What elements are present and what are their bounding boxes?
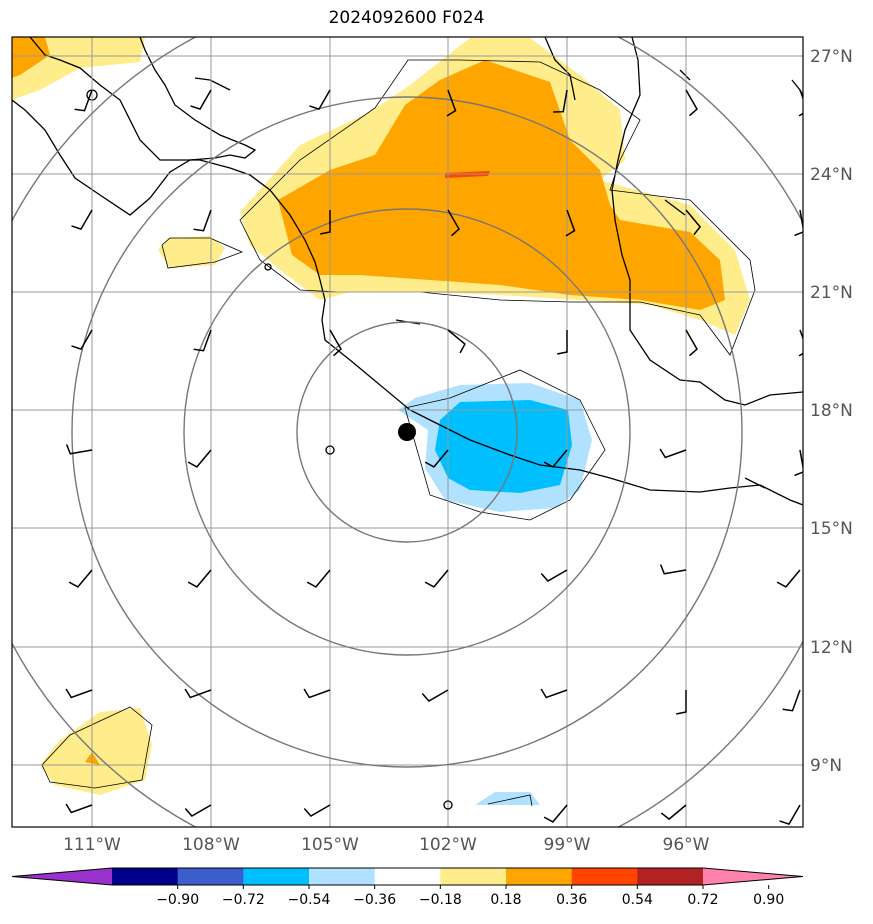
colorbar-segment (112, 868, 179, 885)
colorbar-segment (571, 868, 638, 885)
wind-barb (779, 804, 801, 826)
wind-barb (187, 449, 212, 468)
wind-barb (424, 569, 449, 588)
wind-barb (685, 329, 698, 357)
lat-label: 9°N (810, 756, 842, 776)
wind-barb (303, 688, 331, 699)
lon-label: 96°W (663, 835, 710, 855)
wind-barb (782, 689, 801, 712)
wind-barb (565, 209, 576, 237)
wind-barb (794, 209, 803, 237)
wind-barb (659, 448, 687, 459)
lat-label: 21°N (810, 283, 853, 303)
lat-label: 18°N (810, 401, 853, 421)
colorbar-tick-label: 0.18 (490, 892, 521, 908)
storm-center-marker (398, 423, 416, 441)
positive-contour-nw-orange (12, 37, 50, 78)
positive-contour-sw (40, 708, 152, 795)
lon-label: 102°W (419, 835, 477, 855)
lat-label: 27°N (810, 47, 853, 67)
lon-label: 105°W (301, 835, 359, 855)
latitude-labels: 27°N 24°N 21°N 18°N 15°N 12°N 9°N (810, 47, 853, 776)
wind-barb (65, 803, 93, 814)
wind-barb (543, 449, 568, 468)
wind-barb (424, 449, 449, 468)
lat-label: 24°N (810, 165, 853, 185)
lon-label: 99°W (544, 835, 591, 855)
wind-barb (190, 89, 212, 111)
colorbar-extend-high (703, 868, 803, 885)
colorbar-labels: −0.90 −0.72 −0.54 −0.36 −0.18 0.18 0.36 0.54 0.7… (156, 892, 784, 908)
colorbar-segment (440, 868, 507, 885)
wind-barb (306, 569, 331, 588)
colorbar-tick-label: 0.54 (622, 892, 653, 908)
wind-barb (187, 569, 212, 588)
wind-barb (447, 329, 466, 354)
wind-barb (71, 329, 93, 351)
wind-barb (794, 449, 803, 477)
colorbar-segment (506, 868, 573, 885)
calm-marker (443, 800, 453, 810)
wind-barb (776, 569, 801, 588)
colorbar-tick-label: −0.36 (353, 892, 396, 908)
longitude-labels: 111°W 108°W 105°W 102°W 99°W 96°W (63, 835, 710, 855)
map-title: 2024092600 F024 (328, 8, 485, 28)
colorbar-tick-label: 0.90 (753, 892, 784, 908)
colorbar-segment (637, 868, 704, 885)
gridlines (12, 37, 803, 827)
calm-marker (325, 445, 335, 455)
wind-barb (71, 209, 93, 231)
colorbar-tick-label: 0.72 (687, 892, 718, 908)
wind-barb (193, 209, 212, 232)
colorbar-segment (309, 868, 376, 885)
lat-label: 12°N (810, 638, 853, 658)
wind-barb (184, 688, 212, 699)
wind-barb (329, 329, 342, 357)
colorbar-segment (243, 868, 310, 885)
wind-barb (447, 209, 460, 237)
colorbar (11, 867, 804, 889)
colorbar-extend-low (12, 868, 112, 885)
lon-label: 108°W (182, 835, 240, 855)
negative-contour-south (475, 792, 540, 805)
wind-barb (65, 444, 93, 455)
wind-barb (660, 804, 687, 821)
wind-barb (446, 89, 457, 117)
colorbar-segment (177, 868, 244, 885)
colorbar-segment (374, 868, 441, 885)
wind-barb (557, 330, 568, 355)
range-rings (12, 37, 803, 827)
wind-barb (193, 329, 212, 352)
negative-contour-center-dark (435, 400, 572, 493)
wind-barb (553, 89, 568, 113)
colorbar-tick-label: −0.18 (419, 892, 462, 908)
positive-contour-north-orange (278, 60, 725, 310)
colorbar-tick-label: −0.72 (222, 892, 265, 908)
wind-barb (421, 689, 449, 702)
wind-barb (540, 688, 568, 699)
wind-barb (685, 89, 698, 117)
colorbar-tick-label: −0.90 (156, 892, 199, 908)
wind-barb (303, 804, 331, 817)
wind-barb (184, 804, 212, 817)
wind-barb (74, 89, 93, 112)
wind-barb (309, 89, 331, 111)
colorbar-tick-label: 0.36 (556, 892, 587, 908)
positive-contour-west (158, 236, 225, 268)
wind-barb (68, 569, 93, 588)
wind-barb (540, 569, 568, 582)
lon-label: 111°W (63, 835, 121, 855)
colorbar-tick-label: −0.54 (288, 892, 331, 908)
map-frame (11, 36, 804, 828)
wind-barb (659, 564, 687, 575)
wind-barb (676, 690, 687, 715)
wind-barb (685, 209, 702, 236)
wind-barb (543, 804, 568, 823)
wind-barb (320, 210, 331, 235)
lat-label: 15°N (810, 519, 853, 539)
wind-barb (65, 688, 93, 699)
wind-barbs (65, 89, 803, 826)
